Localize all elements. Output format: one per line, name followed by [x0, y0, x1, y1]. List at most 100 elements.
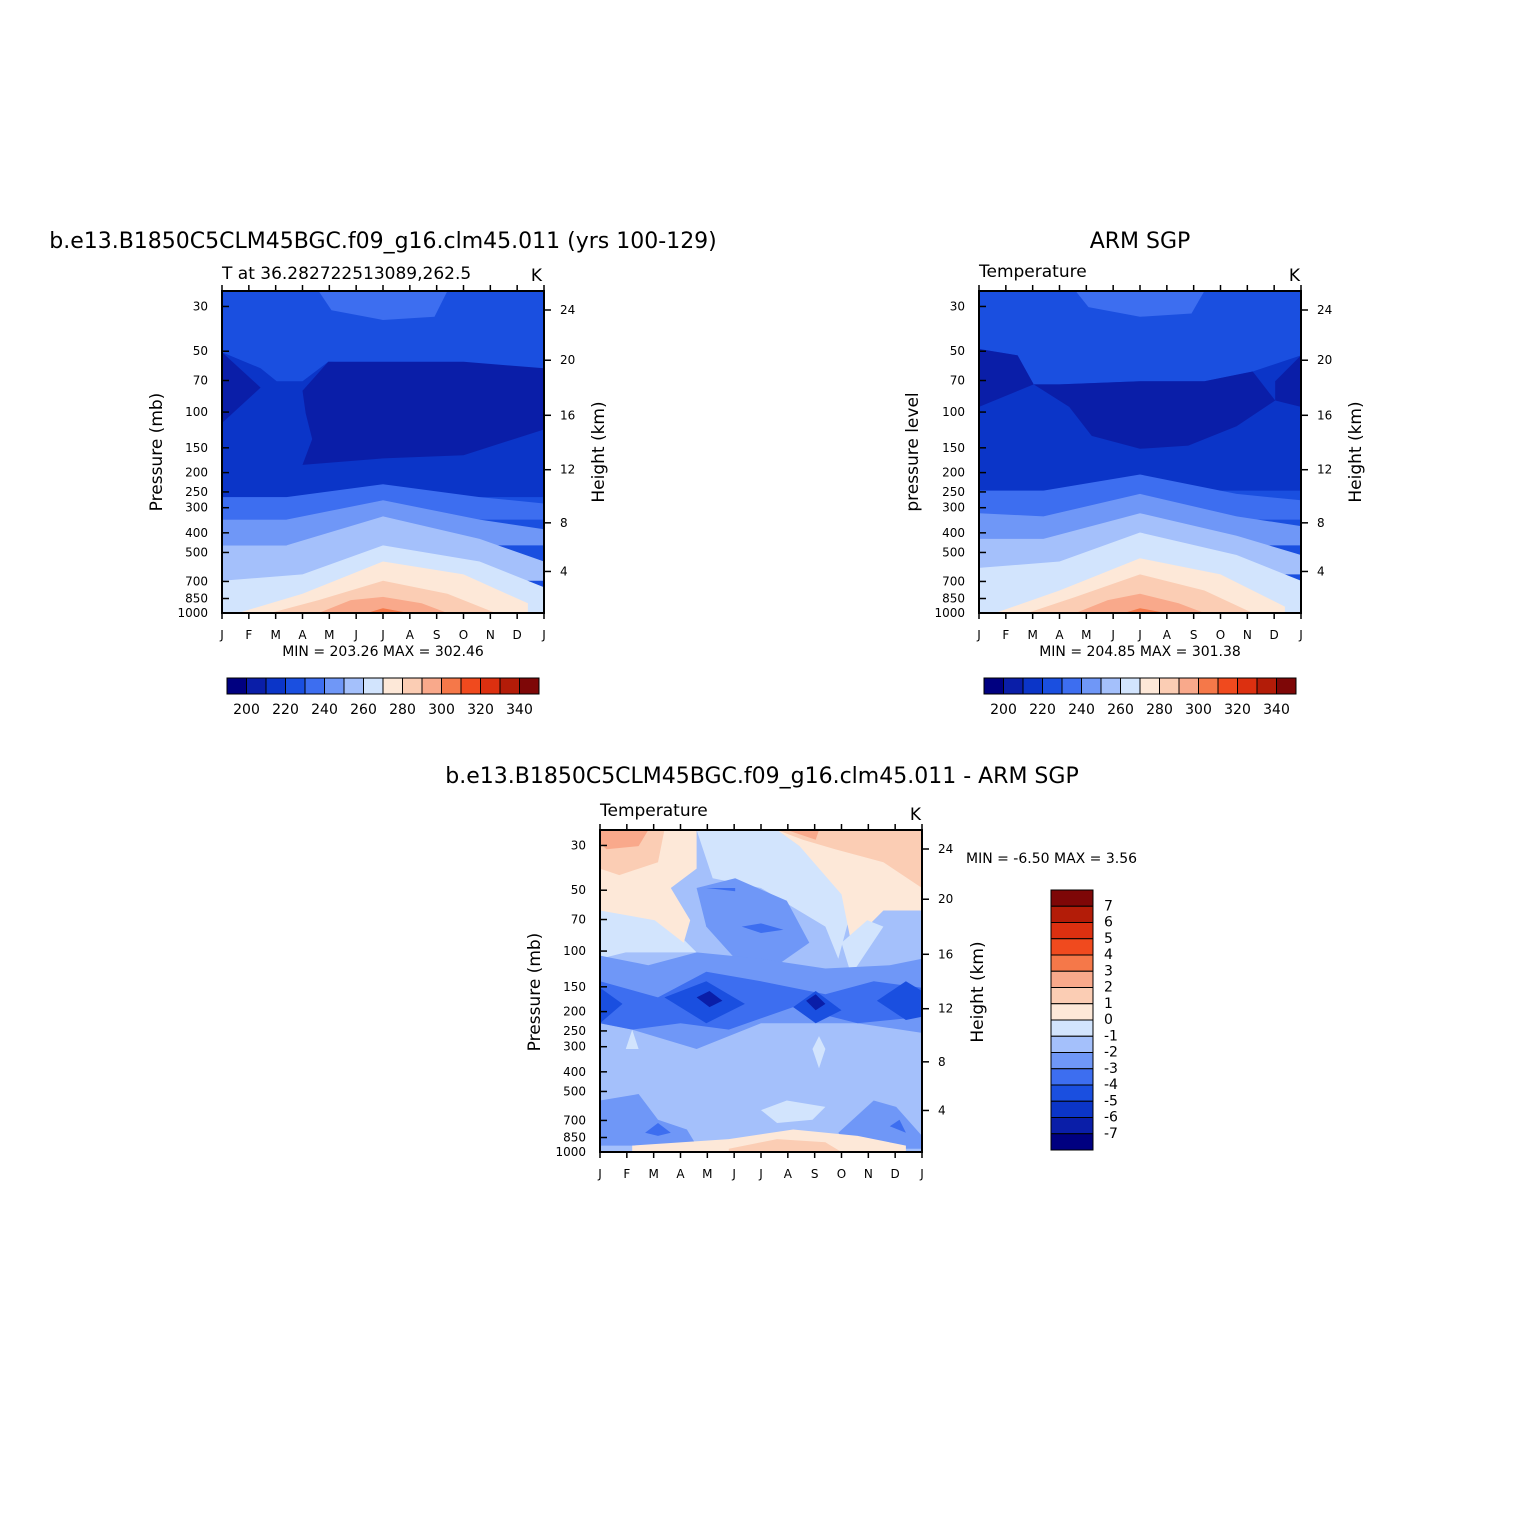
y-tick-label: 100: [185, 405, 208, 419]
contour-band: [696, 991, 723, 1008]
colorbar-label: 4: [1104, 947, 1113, 963]
x-tick-label: J: [597, 1167, 602, 1181]
colorbar-label: 340: [506, 702, 533, 718]
colorbar-label: 0: [1104, 1012, 1113, 1028]
contour-band: [600, 987, 623, 1024]
x-tick-label: A: [1163, 628, 1172, 642]
obs-panel: ARM SGP Temperature K J F M A M J J A S O N D J 30 50 7…: [903, 229, 1366, 718]
colorbar-label: -1: [1104, 1028, 1118, 1044]
x-tick-label: J: [219, 628, 224, 642]
colorbar-box: [1050, 922, 1094, 940]
x-tick-label: J: [976, 628, 981, 642]
y-tick-label: 70: [193, 374, 208, 388]
x-tick-label: D: [891, 1167, 900, 1181]
x-tick-label: M: [324, 628, 334, 642]
plot-axes: J F M A M J J A S O N D J 30 50 70 100 150 200 250 300 400 500…: [177, 285, 575, 642]
plot-axes: J F M A M J J A S O N D J 30 50 70 100 150 200 250 300 400 500…: [934, 285, 1332, 642]
colorbar: 200 220 240 260 280 300 320 340: [983, 677, 1297, 718]
contour-band: [889, 1119, 906, 1133]
colorbar-box: [1050, 1003, 1094, 1021]
x-tick-label: S: [811, 1167, 819, 1181]
colorbar-box: [1050, 1019, 1094, 1037]
y-axis-right-label: Height (km): [968, 941, 988, 1042]
x-tick-label: M: [1081, 628, 1091, 642]
contour-field: [979, 291, 1301, 613]
y-tick-label: 250: [563, 1024, 586, 1038]
x-tick-label: A: [1055, 628, 1064, 642]
y-tick-label: 850: [185, 592, 208, 606]
contour-band: [876, 981, 922, 1020]
colorbar-box: [343, 677, 364, 695]
contour-band: [812, 1036, 826, 1069]
y-tick-label: 700: [942, 574, 965, 588]
y-tick-label: 150: [563, 980, 586, 994]
colorbar-label: 200: [990, 702, 1017, 718]
y-right-tick-label: 20: [560, 353, 575, 367]
colorbar-box: [499, 677, 520, 695]
y-tick-label: 30: [571, 838, 586, 852]
colorbar-box: [324, 677, 345, 695]
colorbar-label: 7: [1104, 898, 1113, 914]
x-tick-label: O: [1216, 628, 1225, 642]
colorbar-label: 2: [1104, 980, 1113, 996]
colorbar-box: [1050, 1035, 1094, 1053]
colorbar-label: 260: [1107, 702, 1134, 718]
y-tick-label: 300: [942, 501, 965, 515]
x-tick-label: A: [676, 1167, 685, 1181]
colorbar-box: [363, 677, 384, 695]
colorbar-label: 240: [1068, 702, 1095, 718]
colorbar-label: 340: [1263, 702, 1290, 718]
contour-band: [728, 1139, 842, 1152]
colorbar-box: [226, 677, 247, 695]
colorbar-label: 220: [1029, 702, 1056, 718]
x-tick-label: O: [459, 628, 468, 642]
contour-band: [841, 920, 884, 975]
y-tick-label: 500: [185, 545, 208, 559]
colorbar-box: [1050, 1100, 1094, 1118]
colorbar-label: 3: [1104, 963, 1113, 979]
y-right-tick-label: 4: [560, 564, 568, 578]
x-tick-label: J: [758, 1167, 763, 1181]
contour-band: [777, 830, 922, 888]
x-tick-label: D: [513, 628, 522, 642]
y-tick-label: 300: [185, 501, 208, 515]
colorbar-box: [1050, 1052, 1094, 1070]
contour-field: [222, 291, 544, 613]
colorbar-box: [1050, 987, 1094, 1005]
y-right-tick-label: 20: [1317, 353, 1332, 367]
colorbar-label: -4: [1104, 1077, 1118, 1093]
x-tick-label: F: [623, 1167, 630, 1181]
contour-band: [318, 291, 448, 320]
x-tick-label: F: [245, 628, 252, 642]
y-tick-label: 100: [942, 405, 965, 419]
contour-band: [302, 361, 544, 465]
colorbar-box: [1050, 889, 1094, 907]
y-tick-label: 50: [193, 344, 208, 358]
y-tick-label: 150: [942, 441, 965, 455]
y-tick-label: 250: [942, 485, 965, 499]
y-tick-label: 200: [942, 466, 965, 480]
min-max-label: MIN = 203.26 MAX = 302.46: [282, 644, 484, 660]
x-tick-label: F: [1002, 628, 1009, 642]
y-tick-label: 300: [563, 1040, 586, 1054]
y-right-tick-label: 12: [938, 1002, 953, 1016]
colorbar-box: [304, 677, 325, 695]
x-tick-label: J: [1298, 628, 1303, 642]
y-tick-label: 70: [950, 374, 965, 388]
x-tick-label: A: [406, 628, 415, 642]
y-tick-label: 500: [942, 545, 965, 559]
x-tick-label: A: [784, 1167, 793, 1181]
y-tick-label: 850: [942, 592, 965, 606]
y-tick-label: 50: [950, 344, 965, 358]
y-axis-label: pressure level: [903, 392, 923, 511]
y-right-tick-label: 16: [560, 408, 575, 422]
colorbar-label: -3: [1104, 1061, 1118, 1077]
colorbar-box: [382, 677, 403, 695]
contour-band: [706, 888, 736, 892]
y-right-tick-label: 24: [938, 842, 953, 856]
x-tick-label: M: [270, 628, 280, 642]
colorbar-box: [1139, 677, 1160, 695]
contour-band: [1275, 355, 1301, 407]
colorbar-box: [1100, 677, 1121, 695]
